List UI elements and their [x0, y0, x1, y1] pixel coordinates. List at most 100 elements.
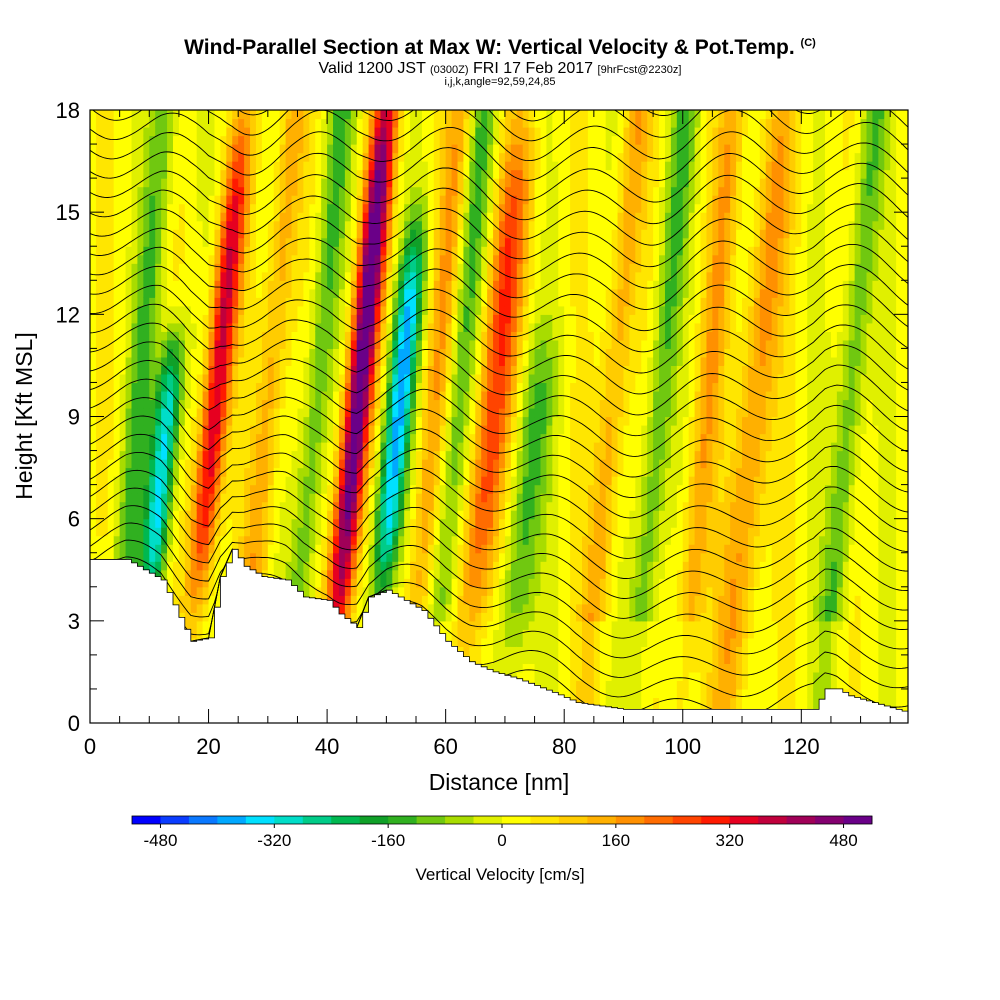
field-cell [273, 331, 281, 341]
field-cell [410, 322, 417, 332]
field-cell [232, 365, 239, 375]
field-cell [273, 118, 281, 128]
field-cell [208, 467, 216, 477]
field-cell [214, 476, 222, 486]
field-cell [386, 416, 393, 426]
field-cell [368, 110, 376, 120]
field-cell [427, 314, 435, 324]
field-cell [107, 246, 115, 256]
field-cell [499, 612, 506, 622]
field-cell [101, 178, 109, 188]
field-cell [469, 603, 476, 613]
field-cell [244, 416, 251, 426]
field-cell [297, 365, 304, 375]
field-cell [421, 195, 429, 205]
field-cell [172, 331, 180, 341]
field-cell [101, 356, 109, 367]
field-cell [161, 365, 168, 375]
field-cell [238, 280, 245, 290]
field-cell [273, 169, 281, 179]
field-cell [178, 382, 186, 392]
field-cell [380, 339, 387, 349]
field-cell [421, 348, 429, 358]
field-cell [244, 220, 251, 230]
field-cell [421, 493, 429, 503]
field-cell [481, 552, 488, 562]
field-cell [350, 476, 358, 486]
field-cell [137, 365, 144, 375]
field-cell [184, 246, 192, 256]
field-cell [487, 110, 494, 120]
field-cell [161, 476, 168, 486]
field-cell [439, 288, 447, 298]
field-cell [368, 178, 376, 188]
field-cell [374, 237, 382, 247]
field-cell [356, 314, 364, 324]
field-cell [184, 161, 192, 171]
field-cell [333, 510, 340, 520]
field-cell [427, 356, 435, 367]
field-cell [167, 518, 174, 528]
field-cell [285, 459, 293, 469]
field-cell [398, 186, 405, 196]
field-cell [493, 654, 500, 664]
field-cell [469, 297, 476, 307]
field-cell [149, 288, 156, 298]
field-cell [427, 407, 435, 418]
field-cell [392, 322, 399, 332]
field-cell [155, 407, 162, 418]
field-cell [427, 237, 435, 247]
field-cell [255, 365, 263, 375]
field-cell [155, 552, 162, 562]
field-cell [220, 212, 227, 222]
field-cell [362, 314, 370, 324]
field-cell [196, 178, 204, 188]
field-cell [149, 297, 156, 307]
field-cell [315, 144, 322, 154]
field-cell [214, 433, 222, 443]
field-cell [487, 212, 494, 222]
field-cell [356, 135, 364, 145]
field-cell [469, 535, 476, 545]
field-cell [202, 382, 210, 392]
field-cell [493, 620, 500, 630]
field-cell [273, 263, 281, 273]
field-cell [321, 144, 328, 154]
field-cell [155, 373, 162, 384]
field-cell [392, 110, 399, 120]
field-cell [404, 144, 411, 154]
field-cell [273, 127, 281, 137]
field-cell [487, 220, 494, 230]
field-cell [155, 425, 162, 435]
field-cell [439, 416, 447, 426]
field-cell [238, 373, 245, 384]
field-cell [469, 510, 476, 520]
field-cell [469, 263, 476, 273]
field-cell [285, 399, 293, 409]
field-cell [410, 484, 417, 494]
field-cell [368, 552, 376, 562]
field-cell [184, 152, 192, 162]
field-cell [226, 135, 233, 145]
field-cell [125, 237, 133, 247]
field-cell [238, 552, 245, 562]
field-cell [119, 127, 127, 137]
field-cell [487, 501, 494, 511]
field-cell [327, 322, 334, 332]
field-cell [232, 280, 239, 290]
field-cell [250, 144, 257, 154]
field-cell [161, 356, 168, 367]
field-cell [410, 433, 417, 443]
field-cell [285, 365, 293, 375]
field-cell [297, 407, 304, 418]
field-cell [95, 416, 103, 426]
field-cell [90, 195, 97, 205]
field-cell [463, 552, 470, 562]
field-cell [279, 399, 287, 409]
field-cell [196, 603, 204, 613]
field-cell [220, 407, 227, 418]
field-cell [101, 544, 109, 554]
field-cell [261, 169, 269, 179]
field-cell [279, 322, 287, 332]
field-cell [250, 535, 257, 545]
